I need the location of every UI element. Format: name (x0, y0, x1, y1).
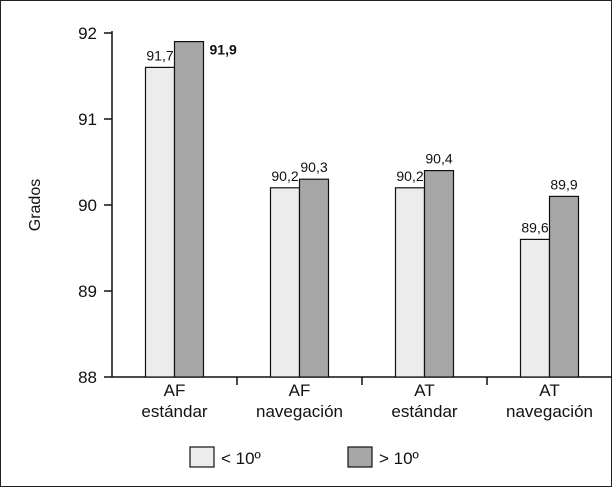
bar-data-label: 90,2 (271, 168, 298, 184)
legend-label: > 10º (379, 449, 419, 468)
bar (394, 187, 426, 378)
y-tick-label: 92 (78, 24, 97, 43)
bar-data-label: 91,7 (146, 47, 173, 63)
x-category-label: navegación (256, 402, 343, 421)
x-category-label: AF (289, 381, 311, 400)
x-category-label: estándar (141, 402, 207, 421)
y-tick-label: 88 (78, 368, 97, 387)
bar (519, 238, 551, 378)
y-axis-title: Grados (27, 179, 44, 231)
bar-data-label: 90,4 (425, 151, 452, 167)
bar-data-label: 90,3 (300, 159, 327, 175)
bar (144, 66, 176, 378)
y-tick-label: 89 (78, 282, 97, 301)
x-category-label: AF (164, 381, 186, 400)
x-axis: AF estándar AF navegación AT estándar AT navega… (112, 376, 612, 421)
x-category-label: AT (539, 381, 559, 400)
bar (269, 187, 301, 378)
x-category-label: AT (414, 381, 434, 400)
x-category-label: navegación (506, 402, 593, 421)
legend-label: < 10º (221, 449, 261, 468)
legend-swatch (189, 446, 215, 468)
y-tick-label: 90 (78, 196, 97, 215)
bar (548, 195, 580, 378)
bar-data-label: 90,2 (396, 168, 423, 184)
bar-data-label: 91,9 (210, 42, 237, 58)
bar (173, 40, 205, 378)
bar-data-label: 89,9 (550, 176, 577, 192)
bar (423, 170, 455, 378)
legend-swatch (347, 446, 373, 468)
legend: < 10º > 10º (189, 446, 419, 468)
x-category-label: estándar (391, 402, 457, 421)
bar-data-label: 89,6 (521, 219, 548, 235)
bar (298, 178, 330, 378)
bars: 91,7 91,990,290,390,290,489,689,9 (144, 40, 580, 378)
y-tick-label: 91 (78, 110, 97, 129)
y-axis: 88 89 90 91 92 (78, 24, 113, 387)
